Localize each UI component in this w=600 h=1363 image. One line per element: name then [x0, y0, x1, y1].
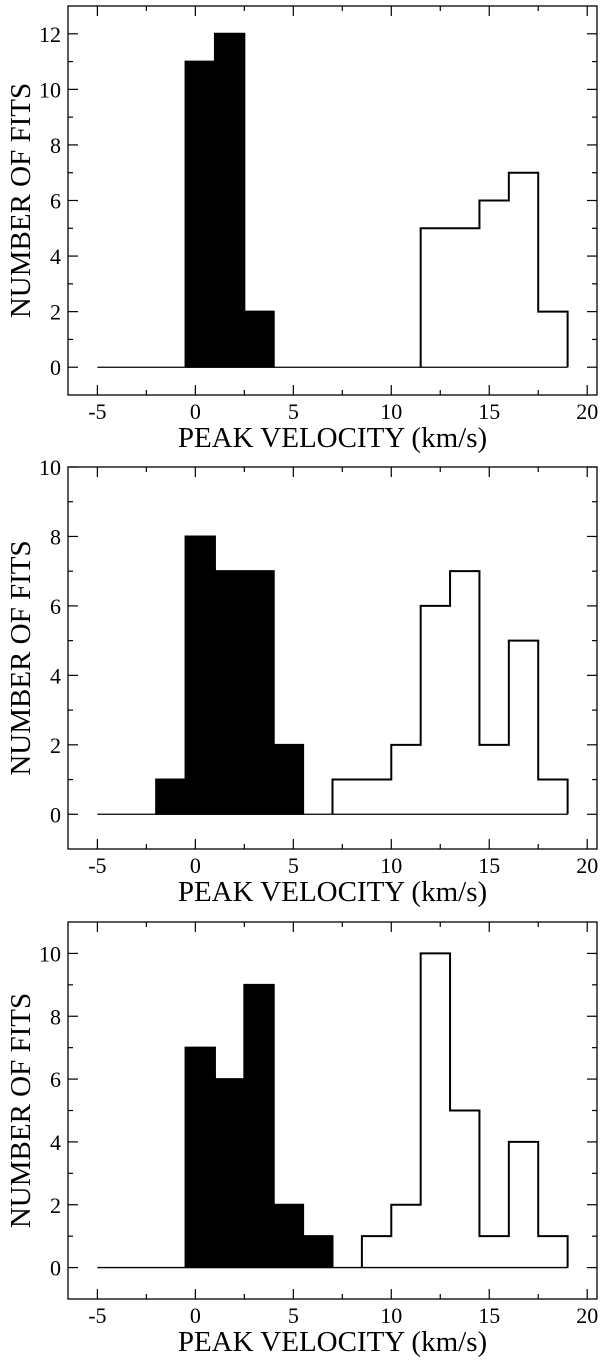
- x-tick-label: 5: [288, 1303, 299, 1328]
- y-tick-label: 0: [50, 802, 61, 827]
- bar-open-3: [420, 605, 451, 815]
- bar-open-1: [450, 228, 480, 368]
- bar-open-6: [508, 640, 539, 815]
- bar-open-2: [479, 200, 509, 368]
- x-tick-label: 10: [380, 1303, 402, 1328]
- bar-open-4: [450, 571, 480, 815]
- x-tick-label: -5: [88, 399, 106, 424]
- y-tick-label: 6: [50, 1067, 61, 1092]
- x-axis-label: PEAK VELOCITY (km/s): [178, 1326, 487, 1358]
- x-tick-label: -5: [88, 853, 106, 878]
- y-tick-label: 4: [50, 244, 61, 269]
- y-axis-label: NUMBER OF FITS: [5, 540, 37, 775]
- y-tick-label: 2: [50, 300, 61, 325]
- bar-filled-4: [302, 1235, 334, 1269]
- series-open: [419, 171, 569, 368]
- histogram-panel-top: -5 0 5 10 15 20 0 2 4 6 8 10 12 PEAK VELOCITY (km/s) N…: [5, 5, 598, 454]
- bar-open-5: [479, 744, 509, 815]
- series-open: [331, 570, 569, 815]
- x-tick-label: 0: [190, 1303, 201, 1328]
- x-tick-label: 15: [478, 853, 500, 878]
- x-tick-label: 15: [478, 399, 500, 424]
- x-tick-label: 5: [288, 853, 299, 878]
- bar-filled-1: [185, 535, 216, 815]
- outline-filled: [155, 535, 305, 815]
- x-tick-label: 0: [190, 399, 201, 424]
- outline-open: [419, 171, 569, 368]
- x-tick-label: 15: [478, 1303, 500, 1328]
- bar-filled-1: [214, 1078, 245, 1269]
- y-tick-label: 0: [50, 1256, 61, 1281]
- x-tick-label: -5: [88, 1303, 106, 1328]
- bar-filled-3: [273, 1204, 304, 1269]
- outline-filled: [184, 32, 275, 368]
- y-tick-label: 8: [50, 133, 61, 158]
- bar-open-4: [538, 311, 568, 368]
- y-tick-label: 8: [50, 524, 61, 549]
- bar-open-0: [420, 228, 451, 368]
- y-tick-label: 12: [39, 22, 61, 47]
- x-axis-label: PEAK VELOCITY (km/s): [178, 422, 487, 454]
- y-axis-label: NUMBER OF FITS: [5, 83, 37, 318]
- bar-open-0: [361, 1236, 392, 1268]
- series-filled: [184, 983, 334, 1269]
- y-tick-label: 10: [39, 455, 61, 480]
- bar-filled-3: [243, 570, 275, 815]
- y-tick-label: 2: [50, 733, 61, 758]
- x-tick-label: 10: [380, 853, 402, 878]
- bar-open-3: [450, 1110, 480, 1268]
- bar-open-5: [508, 1141, 539, 1268]
- bar-filled-2: [214, 570, 245, 815]
- y-tick-label: 8: [50, 1004, 61, 1029]
- y-tick-label: 4: [50, 1130, 61, 1155]
- outline-open: [331, 570, 569, 815]
- bar-open-2: [420, 953, 451, 1268]
- x-tick-label: 10: [380, 399, 402, 424]
- y-tick-label: 6: [50, 189, 61, 214]
- series-filled: [155, 535, 305, 815]
- bar-filled-1: [214, 33, 245, 368]
- bar-filled-4: [273, 744, 304, 815]
- x-tick-label: 20: [576, 399, 598, 424]
- series-filled: [184, 32, 275, 368]
- bar-open-2: [391, 744, 421, 815]
- y-tick-label: 4: [50, 663, 61, 688]
- outline-open: [360, 952, 569, 1268]
- bar-filled-2: [243, 984, 275, 1269]
- plot-frame: [67, 466, 598, 850]
- x-tick-label: 5: [288, 399, 299, 424]
- bar-filled-2: [243, 311, 275, 368]
- y-tick-label: 6: [50, 594, 61, 619]
- x-tick-label: 20: [576, 1303, 598, 1328]
- bar-open-1: [361, 779, 392, 815]
- x-tick-label: 20: [576, 853, 598, 878]
- x-axis-label: PEAK VELOCITY (km/s): [178, 876, 487, 908]
- outline-filled: [184, 983, 334, 1268]
- bar-open-0: [332, 779, 362, 815]
- series-open: [360, 952, 569, 1268]
- bar-open-7: [538, 779, 568, 815]
- y-axis-label: NUMBER OF FITS: [5, 993, 37, 1228]
- bar-filled-0: [185, 61, 216, 368]
- y-tick-label: 0: [50, 355, 61, 380]
- y-tick-label: 2: [50, 1193, 61, 1218]
- y-tick-label: 10: [39, 77, 61, 102]
- bar-filled-0: [155, 779, 187, 815]
- x-tick-label: 0: [190, 853, 201, 878]
- bar-open-4: [479, 1236, 509, 1268]
- y-tick-label: 10: [39, 941, 61, 966]
- bar-open-6: [538, 1236, 568, 1268]
- bar-open-1: [391, 1204, 421, 1268]
- bar-filled-0: [185, 1047, 216, 1269]
- bar-open-3: [508, 172, 539, 368]
